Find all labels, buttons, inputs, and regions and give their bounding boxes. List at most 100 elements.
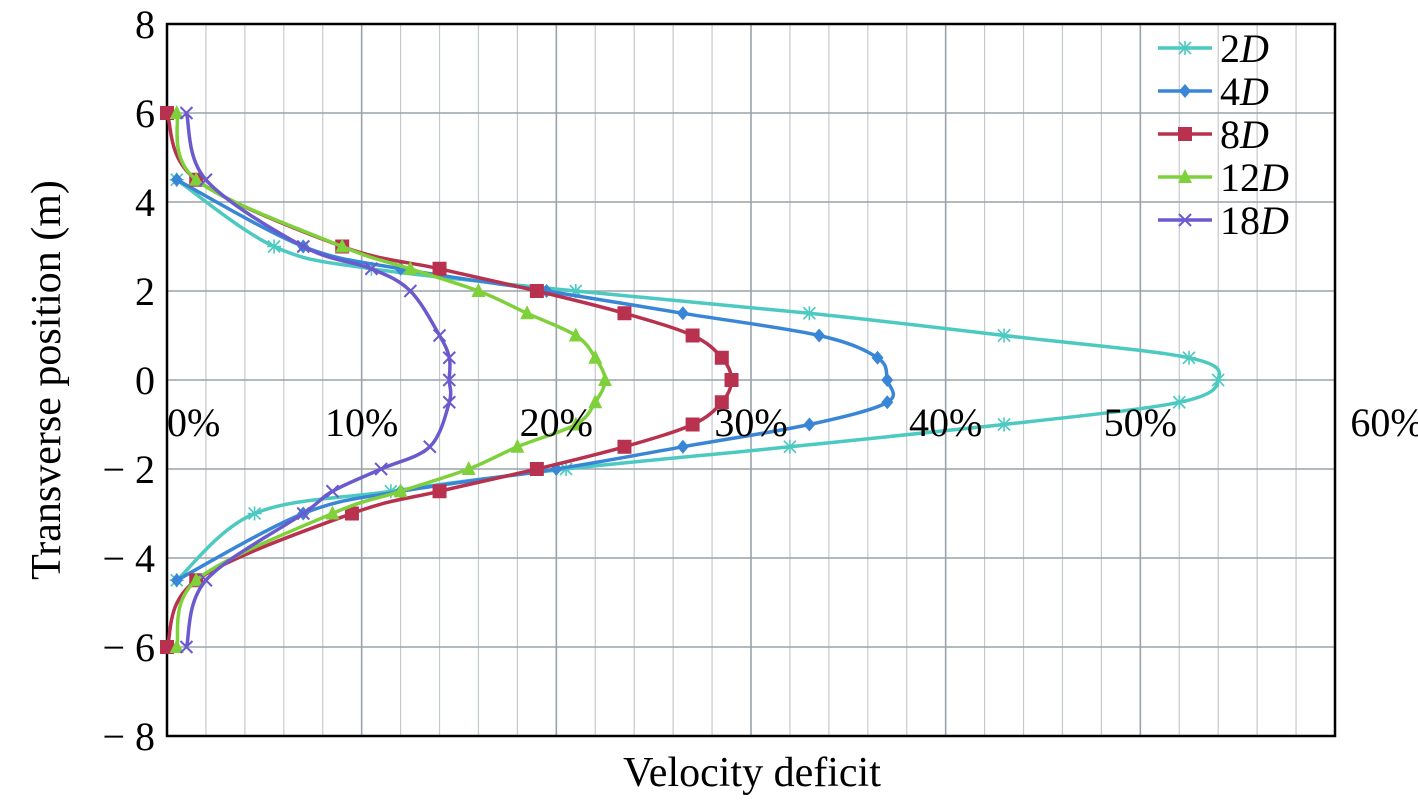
- data-point-18D: [364, 262, 379, 276]
- y-axis-title: Transverse position (m): [24, 180, 70, 580]
- data-point-2D: [1172, 395, 1187, 410]
- data-point-12D: [169, 105, 184, 119]
- data-point-2D: [1211, 373, 1226, 387]
- data-point-8D: [344, 506, 359, 521]
- legend-label: 18D: [1220, 198, 1289, 243]
- data-point-2D: [802, 306, 817, 321]
- data-point-4D: [881, 395, 894, 410]
- data-point-12D: [189, 572, 204, 587]
- data-point-12D: [568, 416, 583, 431]
- data-point-4D: [871, 350, 884, 365]
- legend-item-2D: 2D: [1158, 26, 1269, 71]
- data-point-8D: [714, 395, 729, 410]
- series-18D: [179, 106, 456, 654]
- data-point-8D: [432, 261, 447, 276]
- data-point-12D: [393, 483, 408, 498]
- data-point-4D: [170, 573, 183, 588]
- data-point-18D: [199, 573, 213, 587]
- data-point-2D: [997, 417, 1012, 432]
- data-point-8D: [529, 284, 544, 298]
- data-point-18D: [374, 462, 388, 476]
- y-tick-label: 0: [135, 358, 155, 403]
- data-point-2D: [1182, 350, 1196, 365]
- legend-label: 8D: [1220, 112, 1269, 157]
- data-point-2D: [997, 328, 1012, 343]
- x-tick-label: 30%: [714, 400, 787, 445]
- data-point-12D: [588, 349, 603, 364]
- data-point-8D: [432, 484, 447, 499]
- data-point-2D: [247, 506, 262, 521]
- x-tick-label: 10%: [325, 400, 398, 445]
- y-tick-label: 6: [135, 91, 155, 136]
- y-tick-label: 2: [135, 269, 155, 314]
- plot-frame: [165, 22, 1337, 738]
- data-point-12D: [598, 372, 612, 386]
- x-tick-label: 40%: [909, 400, 982, 445]
- legend-marker: [1178, 41, 1192, 55]
- y-tick-label: 8: [135, 2, 155, 47]
- data-point-8D: [160, 640, 174, 654]
- x-tick-label: 60%: [1350, 400, 1418, 445]
- data-point-12D: [325, 505, 340, 520]
- data-point-2D: [267, 239, 282, 254]
- data-point-18D: [442, 351, 456, 365]
- data-point-2D: [568, 284, 583, 298]
- data-point-18D: [423, 440, 437, 454]
- data-point-12D: [520, 305, 535, 320]
- series-layer: [160, 105, 1226, 654]
- data-point-4D: [170, 172, 183, 187]
- legend-marker: [1178, 213, 1192, 227]
- legend-label: 2D: [1220, 26, 1269, 71]
- data-point-4D: [803, 417, 816, 432]
- legend-marker: [1178, 169, 1192, 183]
- data-point-12D: [588, 394, 603, 409]
- legend-marker: [1178, 127, 1192, 141]
- data-point-12D: [471, 283, 486, 297]
- legend-label: 4D: [1220, 69, 1269, 114]
- y-tick-label: − 2: [102, 447, 155, 492]
- data-point-12D: [169, 639, 184, 653]
- data-point-2D: [782, 439, 797, 454]
- y-tick-label: 4: [135, 180, 155, 225]
- data-point-8D: [617, 439, 632, 454]
- data-point-12D: [335, 238, 350, 253]
- data-point-4D: [676, 439, 689, 454]
- data-point-12D: [189, 171, 204, 186]
- data-point-4D: [813, 328, 826, 343]
- y-tick-label: − 4: [102, 536, 155, 581]
- data-point-18D: [432, 328, 447, 343]
- legend-label: 12D: [1220, 155, 1289, 200]
- data-point-12D: [510, 438, 525, 453]
- data-point-8D: [685, 417, 700, 432]
- data-point-18D: [199, 173, 213, 187]
- data-point-12D: [568, 327, 583, 342]
- data-point-8D: [529, 462, 544, 476]
- data-point-18D: [325, 484, 340, 498]
- data-point-8D: [160, 106, 174, 120]
- data-point-4D: [881, 373, 894, 387]
- x-tick-label: 0%: [167, 400, 220, 445]
- y-tick-label: − 6: [102, 625, 155, 670]
- data-point-8D: [714, 350, 729, 365]
- x-axis-title: Velocity deficit: [623, 750, 881, 796]
- data-point-4D: [676, 306, 689, 321]
- data-point-18D: [296, 239, 310, 254]
- data-point-8D: [724, 373, 739, 387]
- data-point-18D: [403, 284, 418, 298]
- data-point-8D: [617, 306, 632, 321]
- legend-item-4D: 4D: [1158, 69, 1269, 114]
- legend-item-18D: 18D: [1158, 198, 1289, 243]
- data-point-18D: [179, 640, 194, 654]
- data-point-12D: [403, 260, 418, 275]
- data-point-12D: [461, 461, 476, 475]
- legend-item-8D: 8D: [1158, 112, 1269, 157]
- data-point-8D: [685, 328, 700, 343]
- y-tick-label: − 8: [102, 714, 155, 759]
- x-tick-label: 50%: [1104, 400, 1177, 445]
- data-point-18D: [296, 506, 310, 521]
- tick-labels: 8 6 4 2 0 − 2 − 4 − 6 − 8 0% 10% 20% 30% 40% 50% 60%: [102, 2, 1418, 759]
- series-12D: [169, 105, 612, 653]
- x-tick-label: 20%: [520, 400, 593, 445]
